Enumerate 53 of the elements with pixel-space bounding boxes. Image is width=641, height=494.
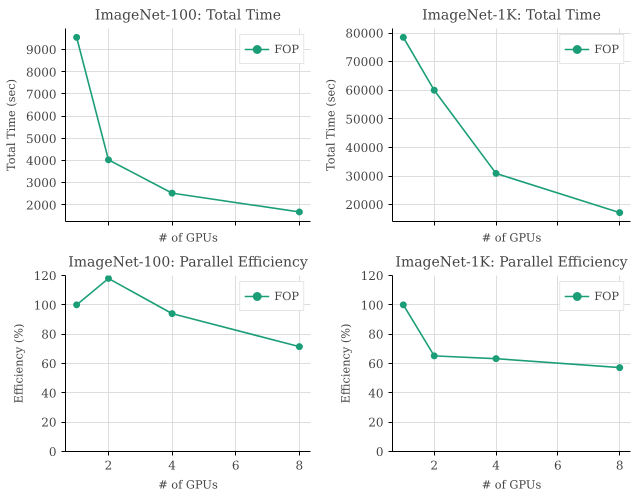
x-tick-label: 4 (168, 458, 176, 472)
y-tick-label: 6000 (26, 110, 57, 124)
x-axis-title: # of GPUs (482, 478, 542, 492)
y-tick-label: 2000 (26, 198, 57, 212)
y-tick-label: 7000 (26, 87, 57, 102)
y-tick-label: 120 (360, 269, 384, 283)
y-tick-label: 70000 (345, 55, 384, 70)
x-tick-label: 6 (554, 458, 562, 472)
x-tick-label: 4 (492, 458, 500, 472)
y-tick-label: 120 (34, 269, 56, 283)
y-axis-title: Total Time (sec) (4, 79, 18, 171)
y-tick-label: 40 (41, 386, 57, 400)
y-tick-label: 5000 (26, 132, 57, 146)
y-tick-label: 8000 (26, 65, 57, 80)
y-tick-label: 30000 (345, 170, 384, 184)
x-axis-title: # of GPUs (158, 478, 218, 492)
y-tick-label: 9000 (26, 43, 57, 58)
x-tick-label: 2 (104, 458, 112, 472)
y-tick-label: 60000 (345, 84, 384, 98)
y-tick-label: 80 (368, 328, 384, 342)
y-tick-label: 20 (368, 416, 384, 430)
y-tick-label: 40 (368, 386, 384, 400)
legend-label: FOP (274, 42, 299, 56)
chart-title: ImageNet-1K: Total Time (422, 8, 601, 24)
legend-label: FOP (594, 289, 619, 303)
y-tick-label: 4000 (26, 154, 57, 168)
x-tick-label: 8 (296, 458, 304, 472)
y-tick-label: 100 (360, 298, 384, 312)
legend-label: FOP (274, 289, 299, 303)
y-tick-label: 50000 (345, 112, 384, 126)
y-axis-title: Total Time (sec) (323, 79, 338, 171)
x-axis-title: # of GPUs (482, 230, 542, 244)
y-tick-label: 20000 (345, 198, 384, 212)
x-axis-title: # of GPUs (158, 230, 218, 244)
y-tick-label: 80 (41, 328, 57, 342)
chart-title: ImageNet-100: Total Time (94, 8, 282, 24)
y-tick-label: 60 (368, 357, 384, 371)
y-tick-label: 0 (376, 445, 384, 459)
x-tick-label: 6 (232, 458, 240, 472)
y-tick-label: 100 (34, 298, 56, 312)
y-tick-label: 3000 (26, 176, 57, 190)
y-tick-label: 40000 (345, 140, 384, 155)
y-tick-label: 20 (41, 416, 57, 430)
x-tick-label: 2 (430, 458, 438, 472)
x-tick-label: 8 (616, 458, 624, 472)
y-tick-label: 0 (48, 445, 57, 459)
y-tick-label: 80000 (345, 26, 384, 41)
chart-title: ImageNet-100: Parallel Efficiency (68, 254, 308, 270)
y-axis-title: Efficiency (%) (338, 324, 353, 404)
chart-title: ImageNet-1K: Parallel Efficiency (395, 254, 628, 270)
y-tick-label: 60 (41, 357, 57, 371)
legend-label: FOP (594, 42, 619, 56)
y-axis-title: Efficiency (%) (12, 324, 26, 404)
